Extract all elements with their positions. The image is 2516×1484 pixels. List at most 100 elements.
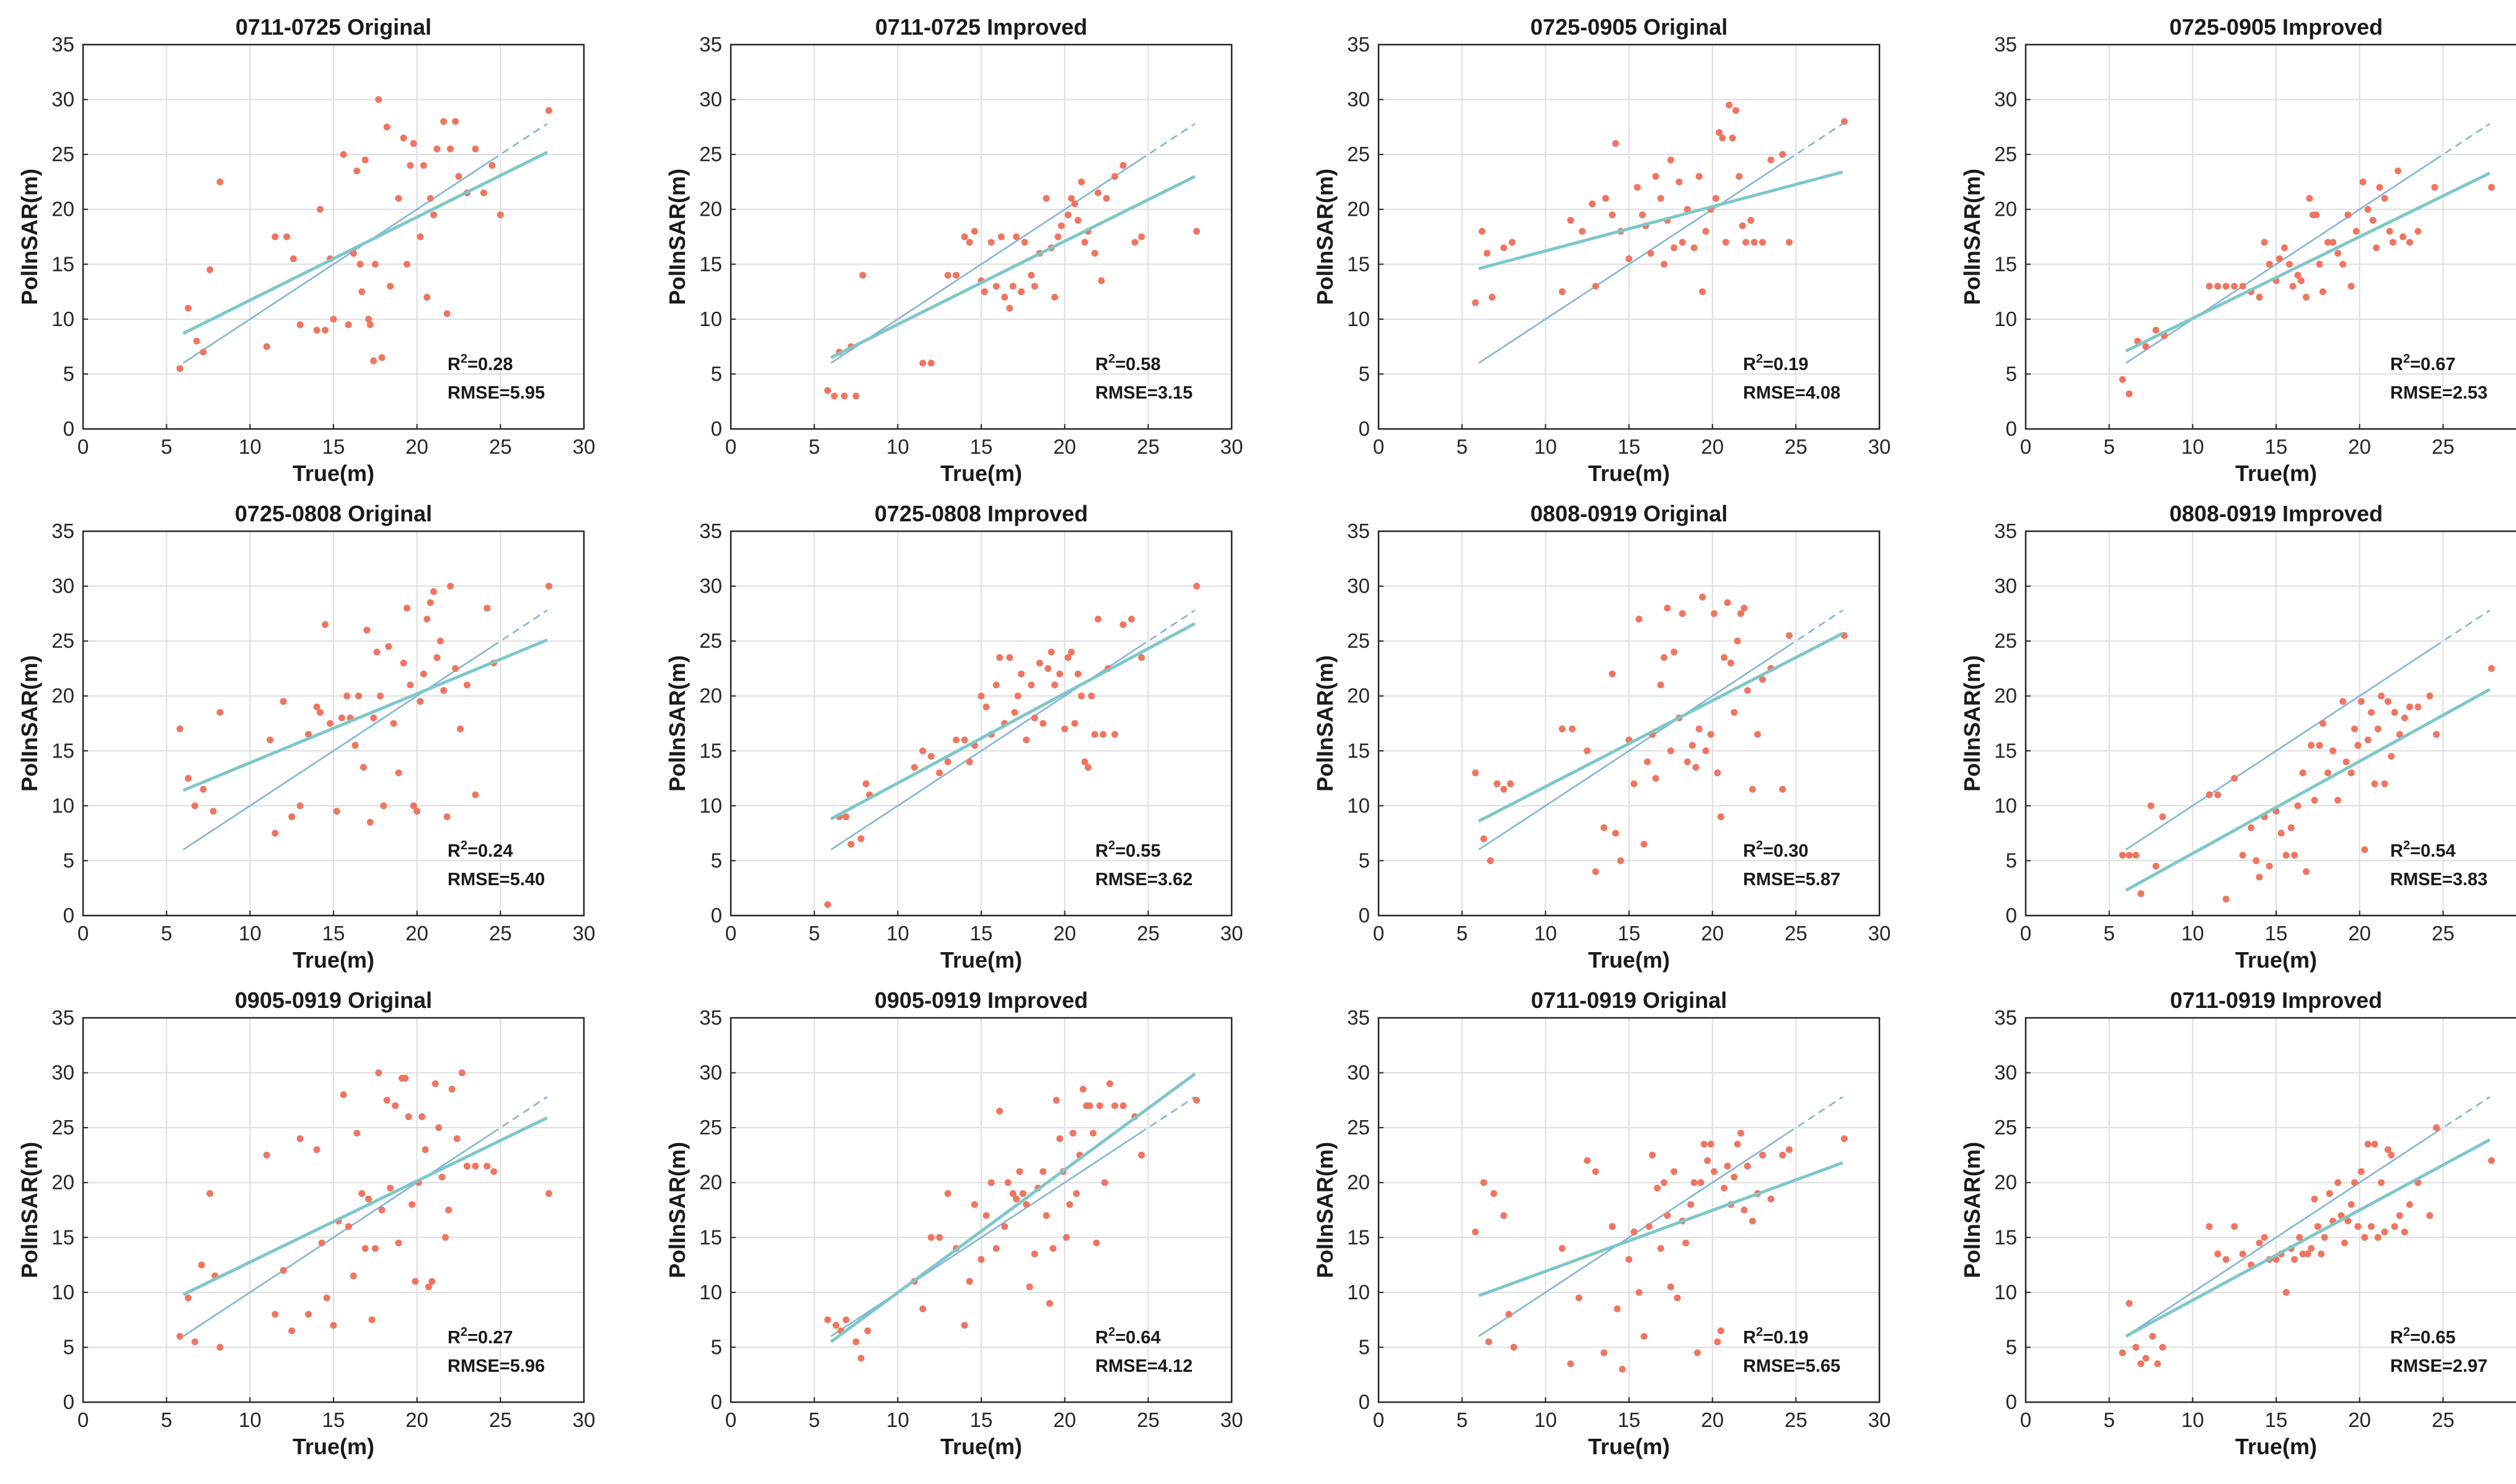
data-point <box>1026 1283 1033 1291</box>
data-point <box>1051 293 1059 301</box>
data-point <box>2344 1217 2352 1225</box>
y-tick-label: 35 <box>1994 33 2017 56</box>
y-tick-label: 10 <box>699 1281 722 1304</box>
y-tick-label: 35 <box>1994 1006 2017 1029</box>
x-tick-label: 20 <box>405 1408 428 1431</box>
y-tick-label: 30 <box>51 1061 74 1084</box>
data-point <box>1040 1168 1047 1175</box>
reference-line-dashed <box>492 609 548 648</box>
data-point <box>944 272 951 279</box>
data-point <box>373 648 381 656</box>
x-tick-label: 30 <box>1868 435 1891 458</box>
data-point <box>1103 195 1110 202</box>
data-point <box>859 272 867 279</box>
data-point <box>1472 1228 1479 1235</box>
data-point <box>1088 692 1095 700</box>
data-point <box>1131 239 1139 246</box>
y-tick-label: 5 <box>63 362 74 385</box>
data-point <box>1066 1201 1074 1208</box>
data-point <box>422 1146 429 1154</box>
y-tick-label: 15 <box>1994 1226 2017 1248</box>
data-point <box>978 692 985 700</box>
x-tick-label: 5 <box>2103 1408 2114 1431</box>
y-tick-label: 25 <box>51 1116 74 1139</box>
y-tick-label: 0 <box>63 904 74 927</box>
data-point <box>340 1091 347 1098</box>
data-point <box>1741 1206 1748 1214</box>
fit-line <box>1478 170 1843 270</box>
data-point <box>966 239 973 246</box>
data-point <box>2396 731 2403 738</box>
y-tick-label: 20 <box>1347 1171 1370 1194</box>
data-point <box>2119 1349 2126 1356</box>
x-tick-label: 10 <box>1534 1408 1557 1431</box>
data-point <box>1078 692 1085 700</box>
y-tick-label: 25 <box>51 143 74 166</box>
data-point <box>992 681 1000 689</box>
data-point <box>2296 1234 2303 1241</box>
data-point <box>1046 1300 1053 1307</box>
data-point <box>330 1322 337 1329</box>
data-point <box>2119 852 2126 859</box>
data-point <box>1618 1366 1626 1373</box>
data-point <box>996 1108 1004 1115</box>
data-point <box>1647 250 1654 257</box>
x-axis-label: True(m) <box>2235 1434 2317 1459</box>
data-point <box>1048 648 1055 656</box>
data-point <box>2347 1201 2355 1208</box>
data-point <box>426 195 434 202</box>
data-point <box>271 1310 279 1318</box>
x-tick-label: 30 <box>2515 435 2516 458</box>
y-tick-label: 15 <box>699 1226 722 1248</box>
data-point <box>2401 714 2408 722</box>
y-tick-label: 35 <box>1994 519 2017 542</box>
plot-area <box>2026 531 2516 916</box>
reference-line <box>182 645 493 850</box>
data-point <box>1671 244 1678 252</box>
subplot-9: 0905-0919 Original 0 5 10 15 20 25 30 0 5 10 15 20 25… <box>17 987 595 1459</box>
r2-annotation: R2=0.58 <box>1095 352 1160 374</box>
data-point <box>216 1343 224 1351</box>
data-point <box>1004 1179 1012 1186</box>
y-tick-label: 25 <box>1347 629 1370 652</box>
data-point <box>1633 183 1641 191</box>
subplot-title: 0711-0919 Original <box>1531 987 1727 1013</box>
x-tick-label: 5 <box>1456 922 1467 945</box>
data-point <box>463 1162 470 1170</box>
y-tick-label: 15 <box>699 252 722 275</box>
y-tick-label: 0 <box>63 1390 74 1413</box>
data-point <box>2354 741 2362 749</box>
data-point <box>997 233 1005 241</box>
data-point <box>1625 1256 1633 1263</box>
data-point <box>2426 692 2434 700</box>
data-point <box>2159 813 2166 821</box>
data-point <box>418 1113 426 1120</box>
data-point <box>343 692 351 700</box>
data-point <box>1500 244 1507 252</box>
x-tick-label: 25 <box>489 922 512 945</box>
data-point <box>2390 239 2397 246</box>
data-point <box>2308 1245 2315 1252</box>
data-point <box>390 720 397 727</box>
data-point <box>1013 1195 1020 1203</box>
fit-line <box>2125 172 2491 353</box>
y-tick-label: 20 <box>51 684 74 707</box>
data-point <box>1138 1151 1145 1159</box>
data-point <box>2324 769 2331 777</box>
data-point <box>2373 244 2380 252</box>
data-point <box>1675 178 1683 185</box>
rmse-annotation: RMSE=5.87 <box>1743 870 1840 890</box>
rmse-annotation: RMSE=3.83 <box>2390 870 2487 890</box>
data-point <box>1600 1349 1608 1356</box>
x-tick-label: 20 <box>405 922 428 945</box>
subplot-4: 0725-0905 Improved 0 5 10 15 20 25 30 0 5 10 15 20 25… <box>1959 14 2516 486</box>
subplot-title: 0905-0919 Improved <box>875 987 1088 1013</box>
data-point <box>1840 118 1848 125</box>
x-tick-label: 0 <box>1373 1408 1384 1431</box>
data-point <box>2256 873 2263 881</box>
data-point <box>1767 1195 1775 1203</box>
data-point <box>1009 1190 1017 1197</box>
reference-line-dashed <box>1787 1096 1843 1134</box>
data-point <box>366 321 374 329</box>
data-point <box>987 1179 995 1186</box>
